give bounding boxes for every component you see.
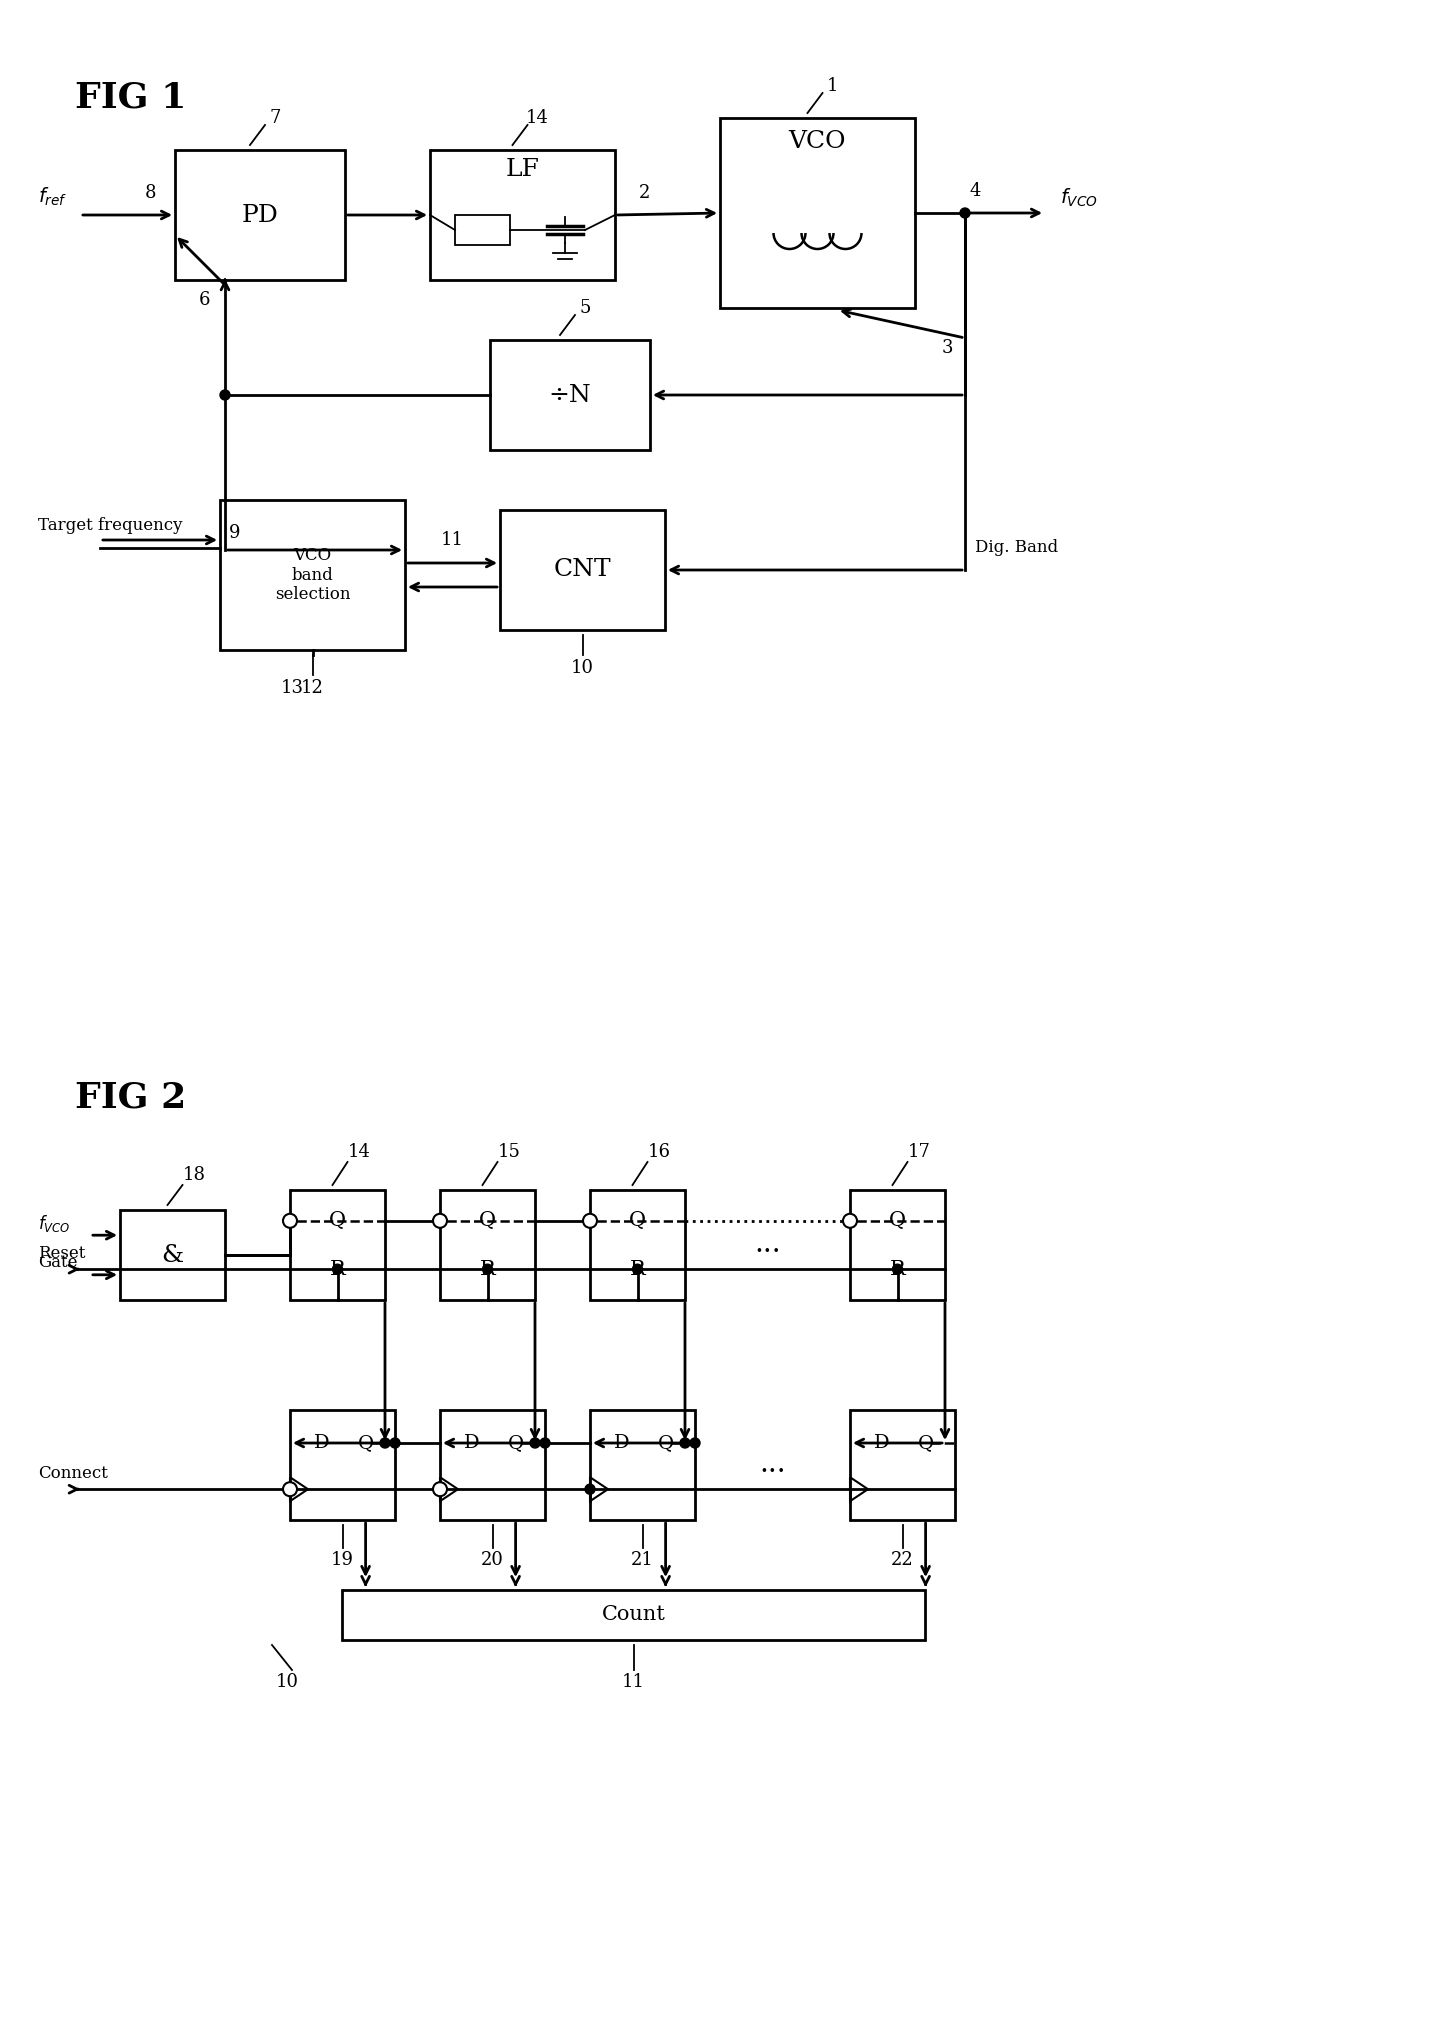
Circle shape <box>583 1215 597 1227</box>
Bar <box>500 509 664 631</box>
Bar <box>342 1590 925 1641</box>
Bar <box>851 1190 945 1300</box>
Text: Reset: Reset <box>39 1245 86 1261</box>
Text: Dig. Band: Dig. Band <box>975 539 1058 556</box>
Text: VCO: VCO <box>789 130 846 154</box>
Text: Connect: Connect <box>39 1464 107 1482</box>
Text: FIG 1: FIG 1 <box>74 79 186 114</box>
Text: D: D <box>314 1434 329 1452</box>
Text: Q: Q <box>478 1211 495 1231</box>
Text: CNT: CNT <box>554 558 611 582</box>
Bar <box>291 1190 385 1300</box>
Circle shape <box>284 1215 296 1227</box>
Text: Q: Q <box>657 1434 673 1452</box>
Text: 4: 4 <box>969 183 981 201</box>
Circle shape <box>284 1482 296 1497</box>
Text: FIG 2: FIG 2 <box>74 1081 186 1113</box>
Text: Q: Q <box>629 1211 646 1231</box>
Text: 11: 11 <box>441 531 464 550</box>
Bar <box>720 118 915 308</box>
Circle shape <box>680 1438 690 1448</box>
Circle shape <box>633 1263 643 1274</box>
Text: ...: ... <box>759 1452 786 1478</box>
Text: 14: 14 <box>348 1144 371 1160</box>
Circle shape <box>379 1438 390 1448</box>
Bar <box>490 341 650 450</box>
Circle shape <box>483 1263 493 1274</box>
Text: D: D <box>874 1434 889 1452</box>
Circle shape <box>690 1438 700 1448</box>
Bar <box>590 1409 695 1521</box>
Circle shape <box>332 1263 342 1274</box>
Text: Target frequency: Target frequency <box>39 517 182 535</box>
Text: 21: 21 <box>632 1551 654 1570</box>
Text: R: R <box>630 1259 646 1280</box>
Text: $f_{ref}$: $f_{ref}$ <box>39 187 67 209</box>
Circle shape <box>390 1438 400 1448</box>
Text: R: R <box>329 1259 345 1280</box>
Circle shape <box>530 1438 540 1448</box>
Text: PD: PD <box>242 203 278 227</box>
Text: Q: Q <box>358 1434 374 1452</box>
Text: 12: 12 <box>301 679 324 698</box>
Text: Q: Q <box>507 1434 524 1452</box>
Text: 3: 3 <box>941 339 952 357</box>
Bar <box>440 1190 536 1300</box>
Text: ...: ... <box>755 1231 780 1259</box>
Text: 15: 15 <box>498 1144 521 1160</box>
Text: 7: 7 <box>269 110 281 128</box>
Bar <box>175 150 345 280</box>
Text: 1: 1 <box>826 77 838 95</box>
Text: 8: 8 <box>145 185 156 203</box>
Circle shape <box>221 389 231 400</box>
Text: 18: 18 <box>183 1166 206 1184</box>
Text: Count: Count <box>601 1606 666 1624</box>
Bar <box>221 501 405 651</box>
Text: &: & <box>162 1243 183 1268</box>
Text: Q: Q <box>329 1211 347 1231</box>
Circle shape <box>432 1215 447 1227</box>
Bar <box>291 1409 395 1521</box>
Text: 22: 22 <box>891 1551 914 1570</box>
Text: ÷N: ÷N <box>548 383 591 406</box>
Bar <box>590 1190 684 1300</box>
Text: R: R <box>889 1259 905 1280</box>
Text: 20: 20 <box>481 1551 504 1570</box>
Bar <box>120 1211 225 1300</box>
Text: 5: 5 <box>580 298 590 316</box>
Text: 6: 6 <box>199 290 211 308</box>
Bar <box>440 1409 546 1521</box>
Bar <box>430 150 614 280</box>
Circle shape <box>892 1263 902 1274</box>
Text: LF: LF <box>505 158 540 180</box>
Text: R: R <box>480 1259 495 1280</box>
Text: 10: 10 <box>571 659 594 677</box>
Text: 9: 9 <box>229 523 241 541</box>
Text: VCO
band
selection: VCO band selection <box>275 548 351 602</box>
Circle shape <box>540 1438 550 1448</box>
Text: 19: 19 <box>331 1551 354 1570</box>
Text: Gate: Gate <box>39 1253 77 1272</box>
Circle shape <box>959 209 969 217</box>
Bar <box>455 215 510 245</box>
Circle shape <box>586 1484 596 1495</box>
Text: 10: 10 <box>275 1673 298 1691</box>
Text: D: D <box>464 1434 480 1452</box>
Text: 17: 17 <box>908 1144 931 1160</box>
Text: Q: Q <box>918 1434 934 1452</box>
Circle shape <box>843 1215 856 1227</box>
Bar <box>851 1409 955 1521</box>
Text: 16: 16 <box>649 1144 672 1160</box>
Text: $f_{VCO}$: $f_{VCO}$ <box>39 1213 70 1233</box>
Text: 11: 11 <box>621 1673 644 1691</box>
Text: 14: 14 <box>526 110 548 128</box>
Text: 2: 2 <box>639 185 650 203</box>
Text: Q: Q <box>889 1211 906 1231</box>
Text: D: D <box>614 1434 629 1452</box>
Text: $f_{VCO}$: $f_{VCO}$ <box>1060 187 1098 209</box>
Text: 13: 13 <box>281 679 304 698</box>
Circle shape <box>432 1482 447 1497</box>
